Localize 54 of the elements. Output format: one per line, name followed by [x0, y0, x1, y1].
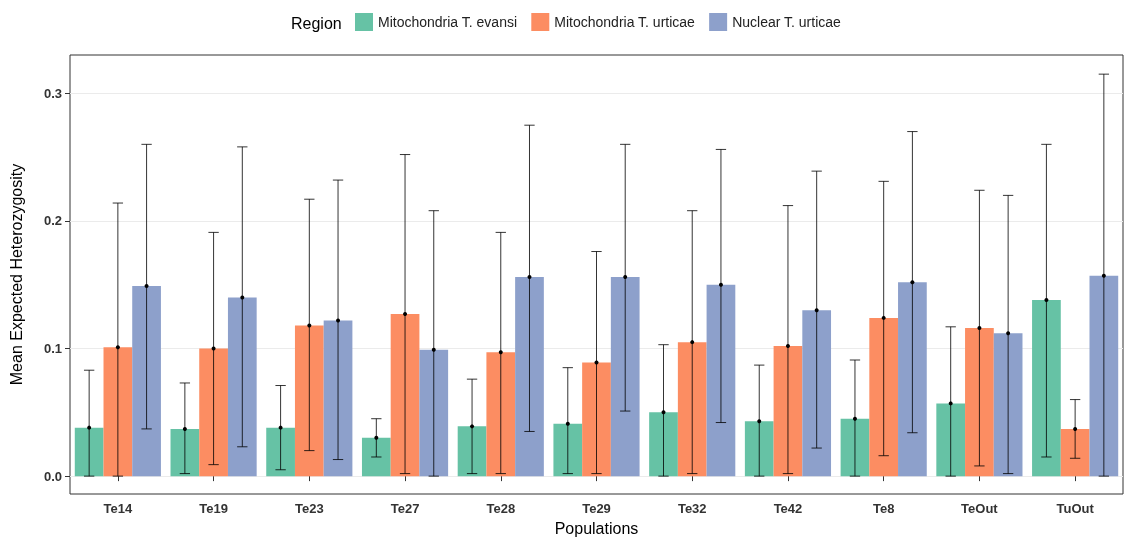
x-tick-label: TuOut [1056, 501, 1095, 516]
x-axis-title: Populations [554, 519, 639, 537]
bar [965, 328, 994, 477]
x-tick-label: TeOut [961, 501, 999, 516]
bar [744, 421, 774, 477]
bar [227, 297, 257, 477]
bar [677, 342, 707, 477]
x-tick-label: Te8 [872, 501, 895, 516]
bar [553, 423, 583, 477]
legend-label: Mitochondria T. urticae [554, 14, 696, 30]
bar [706, 284, 736, 477]
bar [993, 333, 1023, 477]
x-tick-label: Te14 [103, 501, 133, 516]
legend-label: Mitochondria T. evansi [378, 14, 518, 30]
bar [457, 426, 487, 477]
bar [610, 277, 640, 477]
bar [649, 412, 678, 477]
x-tick-label: Te27 [390, 501, 420, 516]
x-tick-label: Te42 [773, 501, 803, 516]
legend-label: Nuclear T. urticae [732, 14, 842, 30]
x-tick-label: Te28 [486, 501, 516, 516]
bar [390, 314, 420, 477]
bar [515, 277, 544, 477]
bar [132, 285, 161, 477]
bar [582, 362, 611, 477]
bar [869, 317, 899, 477]
bar [1032, 300, 1061, 477]
bar [773, 345, 803, 477]
bar [898, 282, 927, 477]
bar [1060, 428, 1090, 477]
x-tick-label: Te29 [582, 501, 611, 516]
x-tick-label: Te19 [199, 501, 228, 516]
bar [323, 320, 353, 477]
bar [1089, 275, 1119, 477]
bar [419, 349, 449, 477]
bar [266, 427, 295, 477]
x-tick-label: Te32 [677, 501, 707, 516]
y-tick-label: 0.3 [43, 85, 62, 101]
bar [294, 325, 324, 477]
bar [840, 418, 870, 477]
bar [103, 347, 133, 477]
y-tick-label: 0.0 [43, 468, 62, 484]
legend-title: Region [291, 14, 342, 32]
x-tick-label: Te23 [294, 501, 324, 516]
bar [486, 352, 516, 477]
bar [74, 427, 104, 477]
bar [936, 403, 966, 477]
bar [802, 310, 832, 477]
bar [170, 428, 200, 477]
bar [199, 348, 228, 477]
y-axis-title: Mean Expected Heterozygosity [7, 163, 25, 386]
y-tick-label: 0.2 [43, 213, 62, 229]
y-tick-label: 0.1 [43, 341, 62, 357]
bar [361, 437, 391, 477]
